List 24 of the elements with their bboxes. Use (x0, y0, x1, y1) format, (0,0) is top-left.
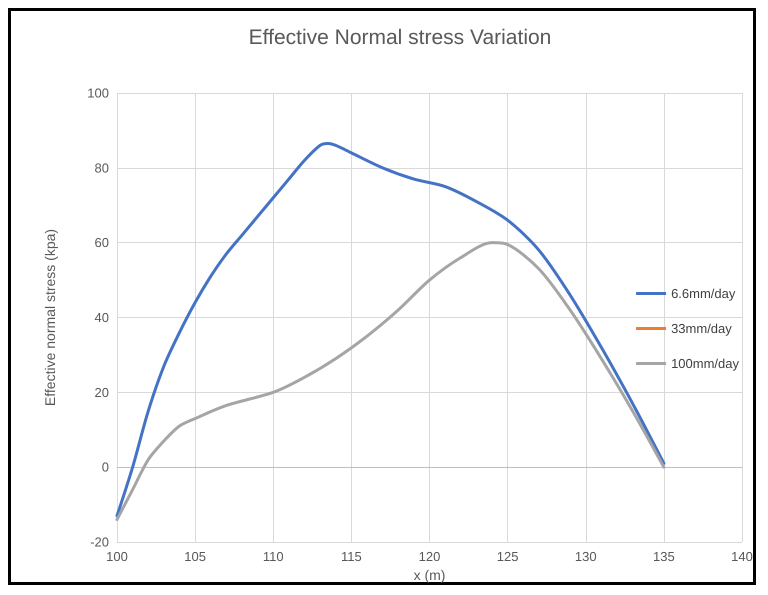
x-axis-title: x (m) (414, 566, 446, 583)
x-tick-label: 115 (341, 549, 362, 564)
y-tick-label: 60 (94, 235, 109, 250)
y-axis-title: Effective normal stress (kpa) (42, 228, 58, 406)
y-tick-label: 40 (94, 310, 109, 325)
legend-label: 33mm/day (671, 321, 732, 336)
x-tick-label: 140 (731, 549, 753, 564)
x-tick-label: 135 (653, 549, 675, 564)
line-series (116, 142, 666, 518)
x-tick-label: 110 (262, 549, 284, 564)
y-tick-label: 80 (94, 160, 109, 176)
x-tick-label: 130 (574, 549, 597, 564)
y-tick-label: 20 (94, 384, 109, 400)
y-tick-label: 0 (102, 460, 109, 475)
x-tick-label: 100 (106, 549, 128, 564)
y-tick-label: 100 (87, 86, 109, 100)
y-tick-label: -20 (90, 534, 109, 550)
legend-label: 100mm/day (671, 356, 740, 371)
legend-label: 6.6mm/day (671, 286, 736, 301)
line-series (116, 241, 666, 522)
x-tick-label: 120 (418, 549, 440, 564)
x-tick-label: 105 (184, 549, 206, 564)
chart-title: Effective Normal stress Variation (248, 26, 552, 49)
x-tick-label: 125 (496, 549, 518, 564)
